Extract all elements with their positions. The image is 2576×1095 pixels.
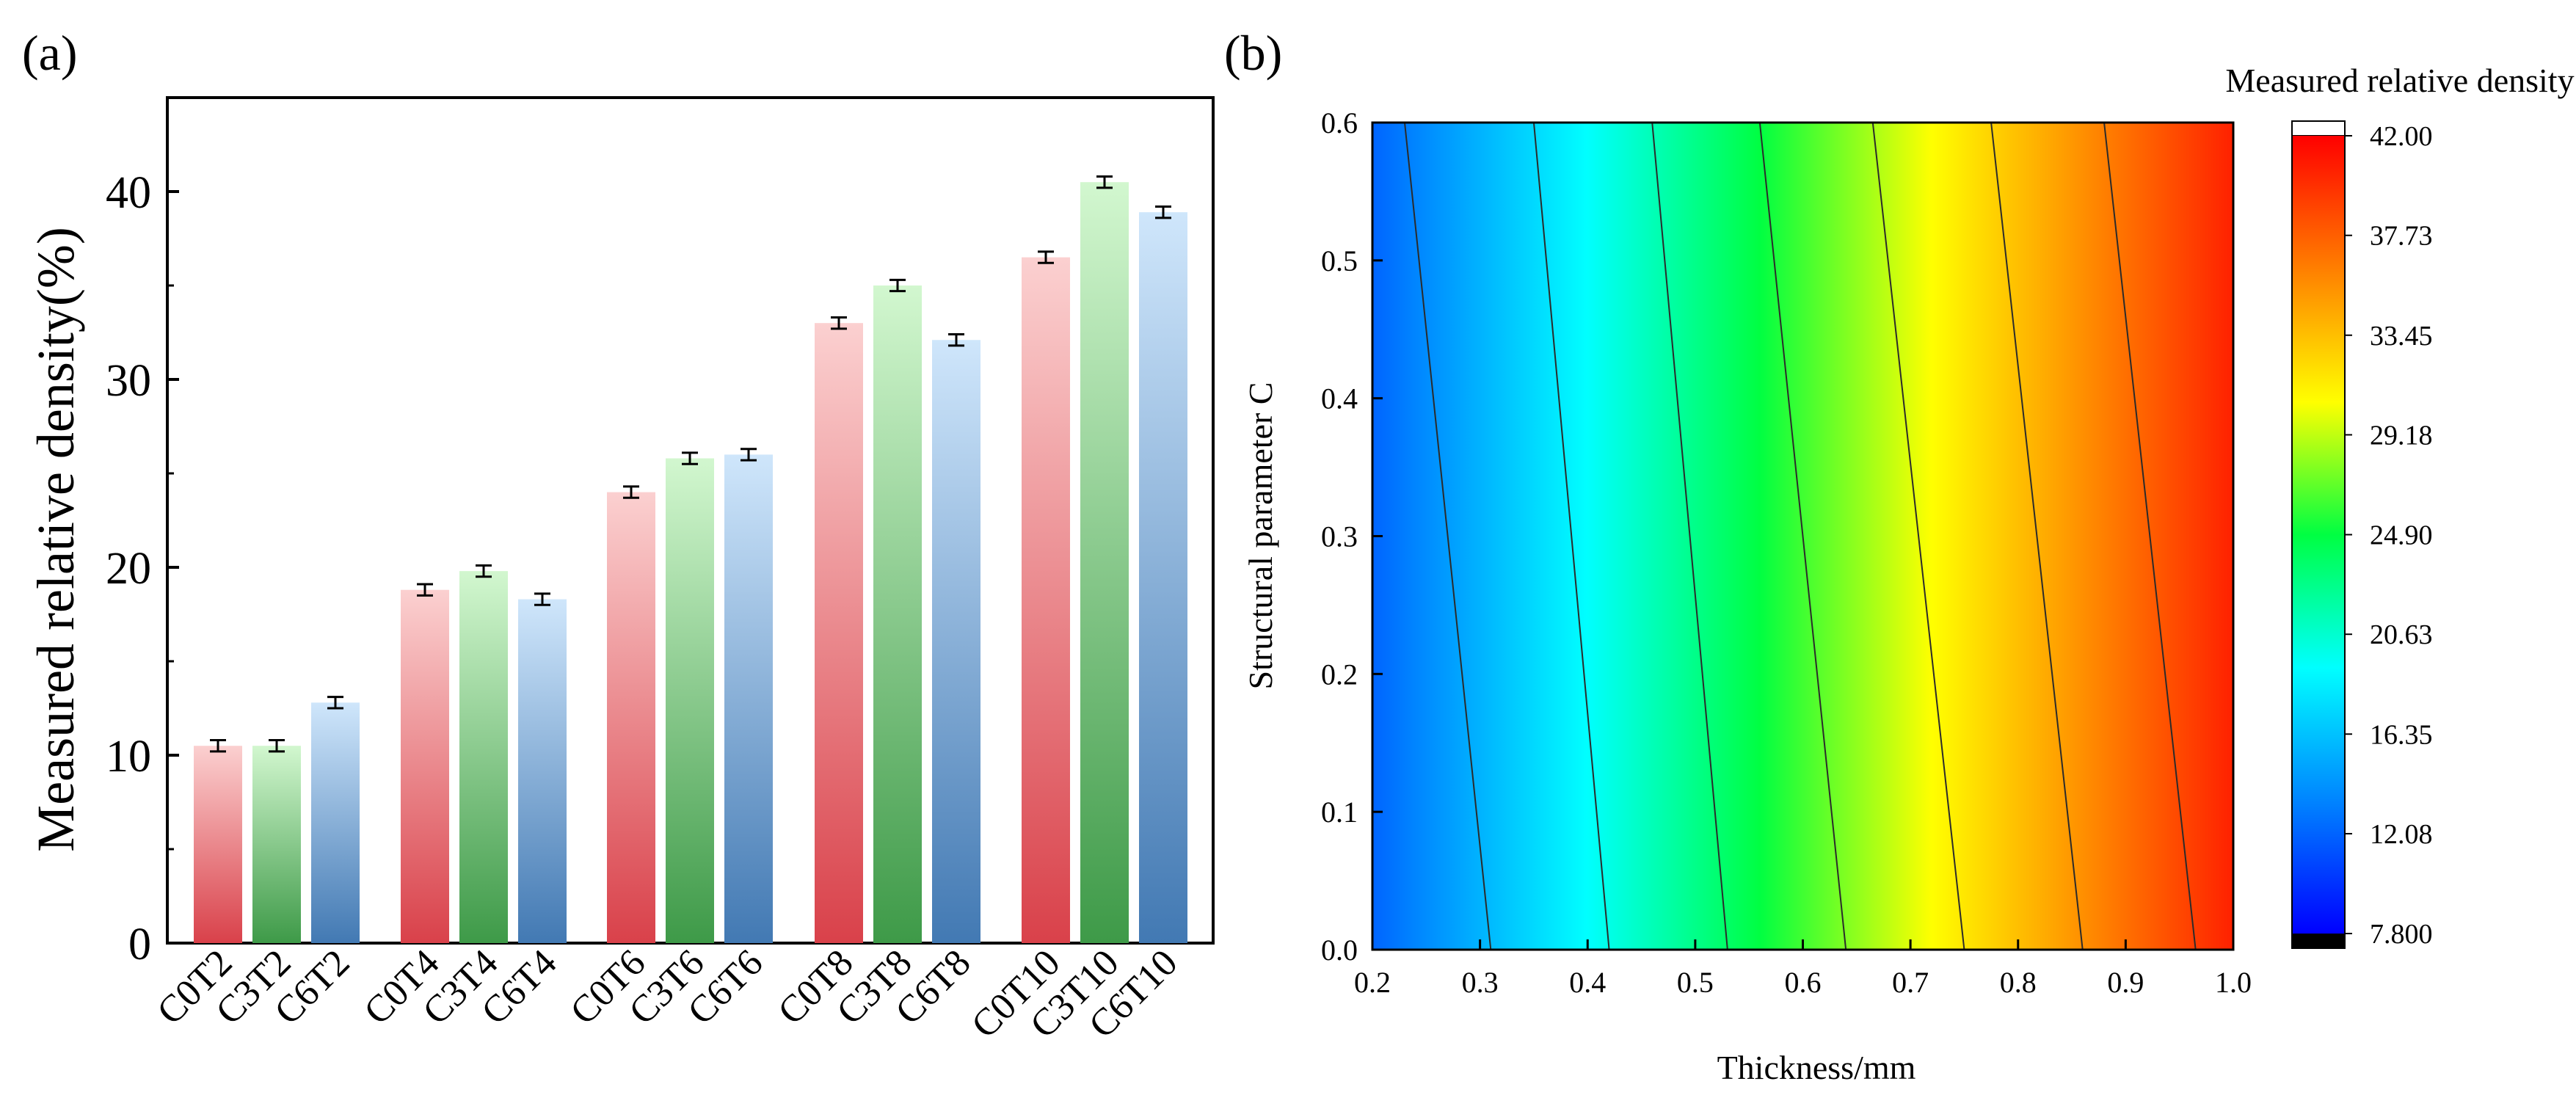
y-tick-label: 0.3 [1321, 520, 1358, 553]
x-tick-label: 0.4 [1569, 966, 1606, 999]
bar-C6T8 [932, 340, 980, 943]
y-tick-label: 40 [106, 168, 151, 218]
colorbar-tick-label: 7.800 [2370, 919, 2433, 950]
y-tick-label: 0.5 [1321, 244, 1358, 277]
contour-line [1871, 123, 1965, 950]
colorbar-title: Measured relative density [2225, 62, 2574, 99]
bar-plot-area: 010203040C0T2C3T2C6T2C0T4C3T4C6T4C0T6C3T… [106, 96, 1215, 1047]
contour-line [1651, 123, 1728, 950]
bar-C0T10 [1022, 257, 1070, 944]
bar-C6T4 [518, 599, 567, 943]
colorbar-tick-label: 33.45 [2370, 321, 2433, 352]
bar-C6T10 [1139, 212, 1187, 943]
colorbar-over-swatch [2291, 120, 2346, 137]
y-tick-label: 0.1 [1321, 796, 1358, 829]
bar-C3T2 [252, 746, 301, 943]
colorbar-tick-label: 24.90 [2370, 520, 2433, 551]
bar-C3T4 [459, 571, 508, 943]
colorbar-tick-label: 16.35 [2370, 719, 2433, 750]
colorbar-tick-label: 20.63 [2370, 619, 2433, 650]
y-tick-label: 20 [106, 544, 151, 594]
colorbar-under-swatch [2292, 934, 2345, 948]
contour-line [1990, 123, 2084, 950]
colorbar-tick-label: 37.73 [2370, 221, 2433, 252]
contour-fill [1372, 123, 2233, 950]
y-tick-label: 30 [106, 356, 151, 406]
y-tick-label: 0 [128, 920, 151, 970]
bar-C0T2 [194, 746, 242, 943]
bar-C6T2 [311, 702, 360, 943]
x-tick-label: 0.5 [1677, 966, 1714, 999]
x-tick-label: 0.6 [1785, 966, 1822, 999]
contour-line [1758, 123, 1847, 950]
colorbar: 7.800 12.08 16.35 20.63 24.90 29.18 33.45 37.73… [2291, 120, 2433, 950]
contour-chart-panel: (b) 0.2 0.3 0.4 0.5 0.6 0.7 0.8 0.9 1.00.00.10.2… [1224, 25, 2575, 1086]
colorbar-gradient [2292, 136, 2345, 934]
x-tick-label: 0.8 [2000, 966, 2037, 999]
bar-chart-panel: (a) 010203040C0T2C3T2C6T2C0T4C3T4C6T4C0T… [22, 25, 1215, 1047]
bar-C0T4 [401, 589, 449, 943]
bar-C3T6 [666, 458, 714, 943]
y-axis-label-a: Measured relative density(%) [26, 227, 85, 852]
contour-line [2103, 123, 2197, 950]
x-tick-label: 1.0 [2215, 966, 2252, 999]
contour-line [1403, 123, 1492, 950]
y-tick-label: 0.0 [1321, 934, 1358, 967]
x-tick-label: 0.2 [1354, 966, 1391, 999]
x-tick-label: 0.3 [1462, 966, 1499, 999]
colorbar-tick-label: 29.18 [2370, 420, 2433, 451]
x-axis-label-b: Thickness/mm [1717, 1049, 1916, 1086]
colorbar-tick-label: 42.00 [2370, 121, 2433, 152]
bar-C3T10 [1080, 182, 1129, 944]
bar-C0T6 [607, 492, 655, 943]
colorbar-tick-label: 12.08 [2370, 819, 2433, 850]
bar-C0T8 [815, 323, 863, 943]
contour-line [1532, 123, 1610, 950]
contour-plot-area: 0.2 0.3 0.4 0.5 0.6 0.7 0.8 0.9 1.0 0.0 0.1 0.2 0.3 0… [1321, 106, 2252, 999]
panel-label-a: (a) [22, 25, 77, 81]
x-tick-label: 0.9 [2107, 966, 2144, 999]
y-tick-label: 0.2 [1321, 658, 1358, 691]
panel-label-b: (b) [1224, 25, 1282, 81]
bar-C3T8 [873, 285, 922, 943]
y-tick-label: 0.4 [1321, 382, 1358, 415]
y-tick-label: 0.6 [1321, 106, 1358, 139]
y-axis-label-b: Structural parameter C [1242, 382, 1279, 690]
y-tick-label: 10 [106, 732, 151, 782]
x-tick-label: 0.7 [1892, 966, 1929, 999]
bar-C6T6 [724, 454, 773, 943]
